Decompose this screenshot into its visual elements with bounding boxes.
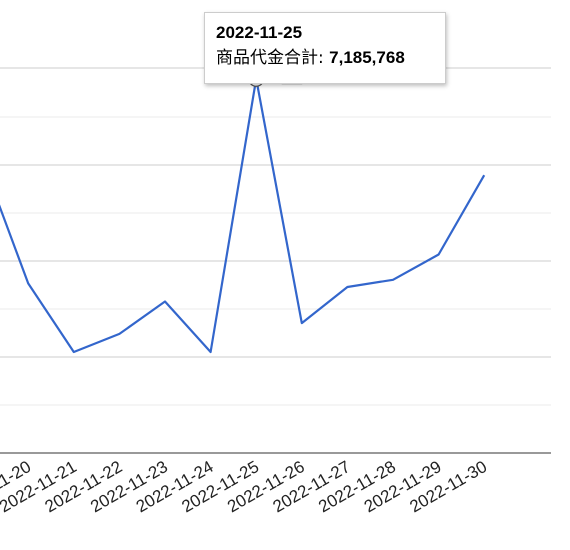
data-tooltip: 2022-11-25 商品代金合計: 7,185,768 [204,12,446,84]
tooltip-value-line: 商品代金合計: 7,185,768 [216,48,405,68]
tooltip-value: 7,185,768 [329,48,405,67]
x-tick-labels: 2022-11-192022-11-202022-11-212022-11-22… [0,457,490,516]
series-layer [0,70,486,354]
tooltip-date: 2022-11-25 [216,23,303,42]
tooltip-series-label: 商品代金合計 [216,48,318,68]
gridlines [0,67,551,406]
series-line [0,77,486,354]
